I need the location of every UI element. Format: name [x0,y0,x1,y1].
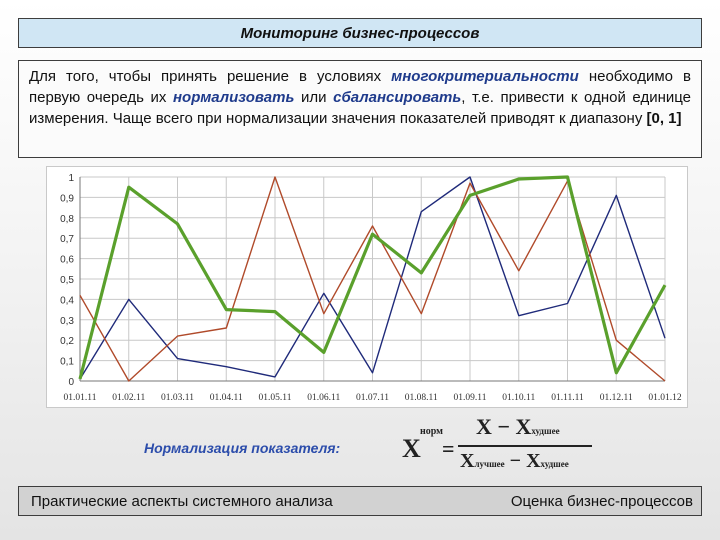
x-tick-label: 01.08.11 [405,393,438,403]
formula-x: X [402,434,421,463]
x-tick-label: 01.01.12 [648,393,682,403]
formula-label: Нормализация показателя: [144,440,341,456]
formula-numerator: X − Xхудшее [476,414,560,439]
footer-left: Практические аспекты системного анализа [31,492,333,510]
x-tick-label: 01.12.11 [600,393,633,403]
term-multicriteria: многокритериальности [391,68,579,85]
y-tick-label: 0 [68,377,74,388]
y-tick-label: 0,2 [60,336,74,347]
fraction-bar [458,445,592,447]
series-line-3 [78,175,667,380]
x-tick-label: 01.04.11 [210,393,243,403]
y-tick-label: 0,4 [60,295,74,306]
x-tick-label: 01.02.11 [112,393,145,403]
y-tick-label: 0,3 [60,316,74,327]
y-tick-label: 0,5 [60,275,74,286]
term-balance: сбалансировать [333,89,462,106]
y-tick-label: 0,1 [60,357,74,368]
x-tick-label: 01.01.11 [64,393,97,403]
x-tick-label: 01.10.11 [502,393,535,403]
intro-part-2: необходимо в первую очередь их [29,68,692,106]
formula-equals: = [442,436,455,461]
x-tick-label: 01.06.11 [307,393,340,403]
series-line-1 [79,176,666,380]
x-tick-label: 01.11.11 [551,393,584,403]
intro-part-1: Для того, чтобы принять решение в услови… [29,68,392,85]
x-tick-label: 01.05.11 [259,393,292,403]
y-tick-label: 0,8 [60,214,74,225]
intro-text: Для того, чтобы принять решение в услови… [18,60,702,158]
formula-denominator: Xлучшее − Xхудшее [460,450,569,472]
line-chart: 0 0,1 0,2 0,3 0,4 0,5 0,6 0,7 0,8 0,9 1 01.01.11 01.… [60,173,682,403]
footer-right: Оценка бизнес-процессов [510,492,693,510]
x-tick-label: 01.07.11 [356,393,389,403]
y-tick-label: 0,9 [60,193,74,204]
formula-sup: норм [420,426,443,437]
y-tick-label: 0,6 [60,255,74,266]
x-tick-label: 01.09.11 [454,393,487,403]
chart-panel: 0 0,1 0,2 0,3 0,4 0,5 0,6 0,7 0,8 0,9 1 01.01.11 01.… [46,166,688,408]
slide-title: Мониторинг бизнес-процессов [18,18,702,48]
normalization-formula: X норм = X − Xхудшее Xлучшее − Xхудшее [398,412,598,482]
range-value: [0, 1] [646,110,682,127]
term-normalize: нормализовать [173,89,295,106]
y-tick-label: 1 [68,173,74,184]
y-tick-label: 0,7 [60,234,74,245]
footer-bar: Практические аспекты системного анализа … [18,486,702,516]
intro-part-3: или [294,89,334,106]
intro-part-4: , т.е. привести к одной единице измерени… [29,89,692,127]
x-tick-label: 01.03.11 [161,393,194,403]
